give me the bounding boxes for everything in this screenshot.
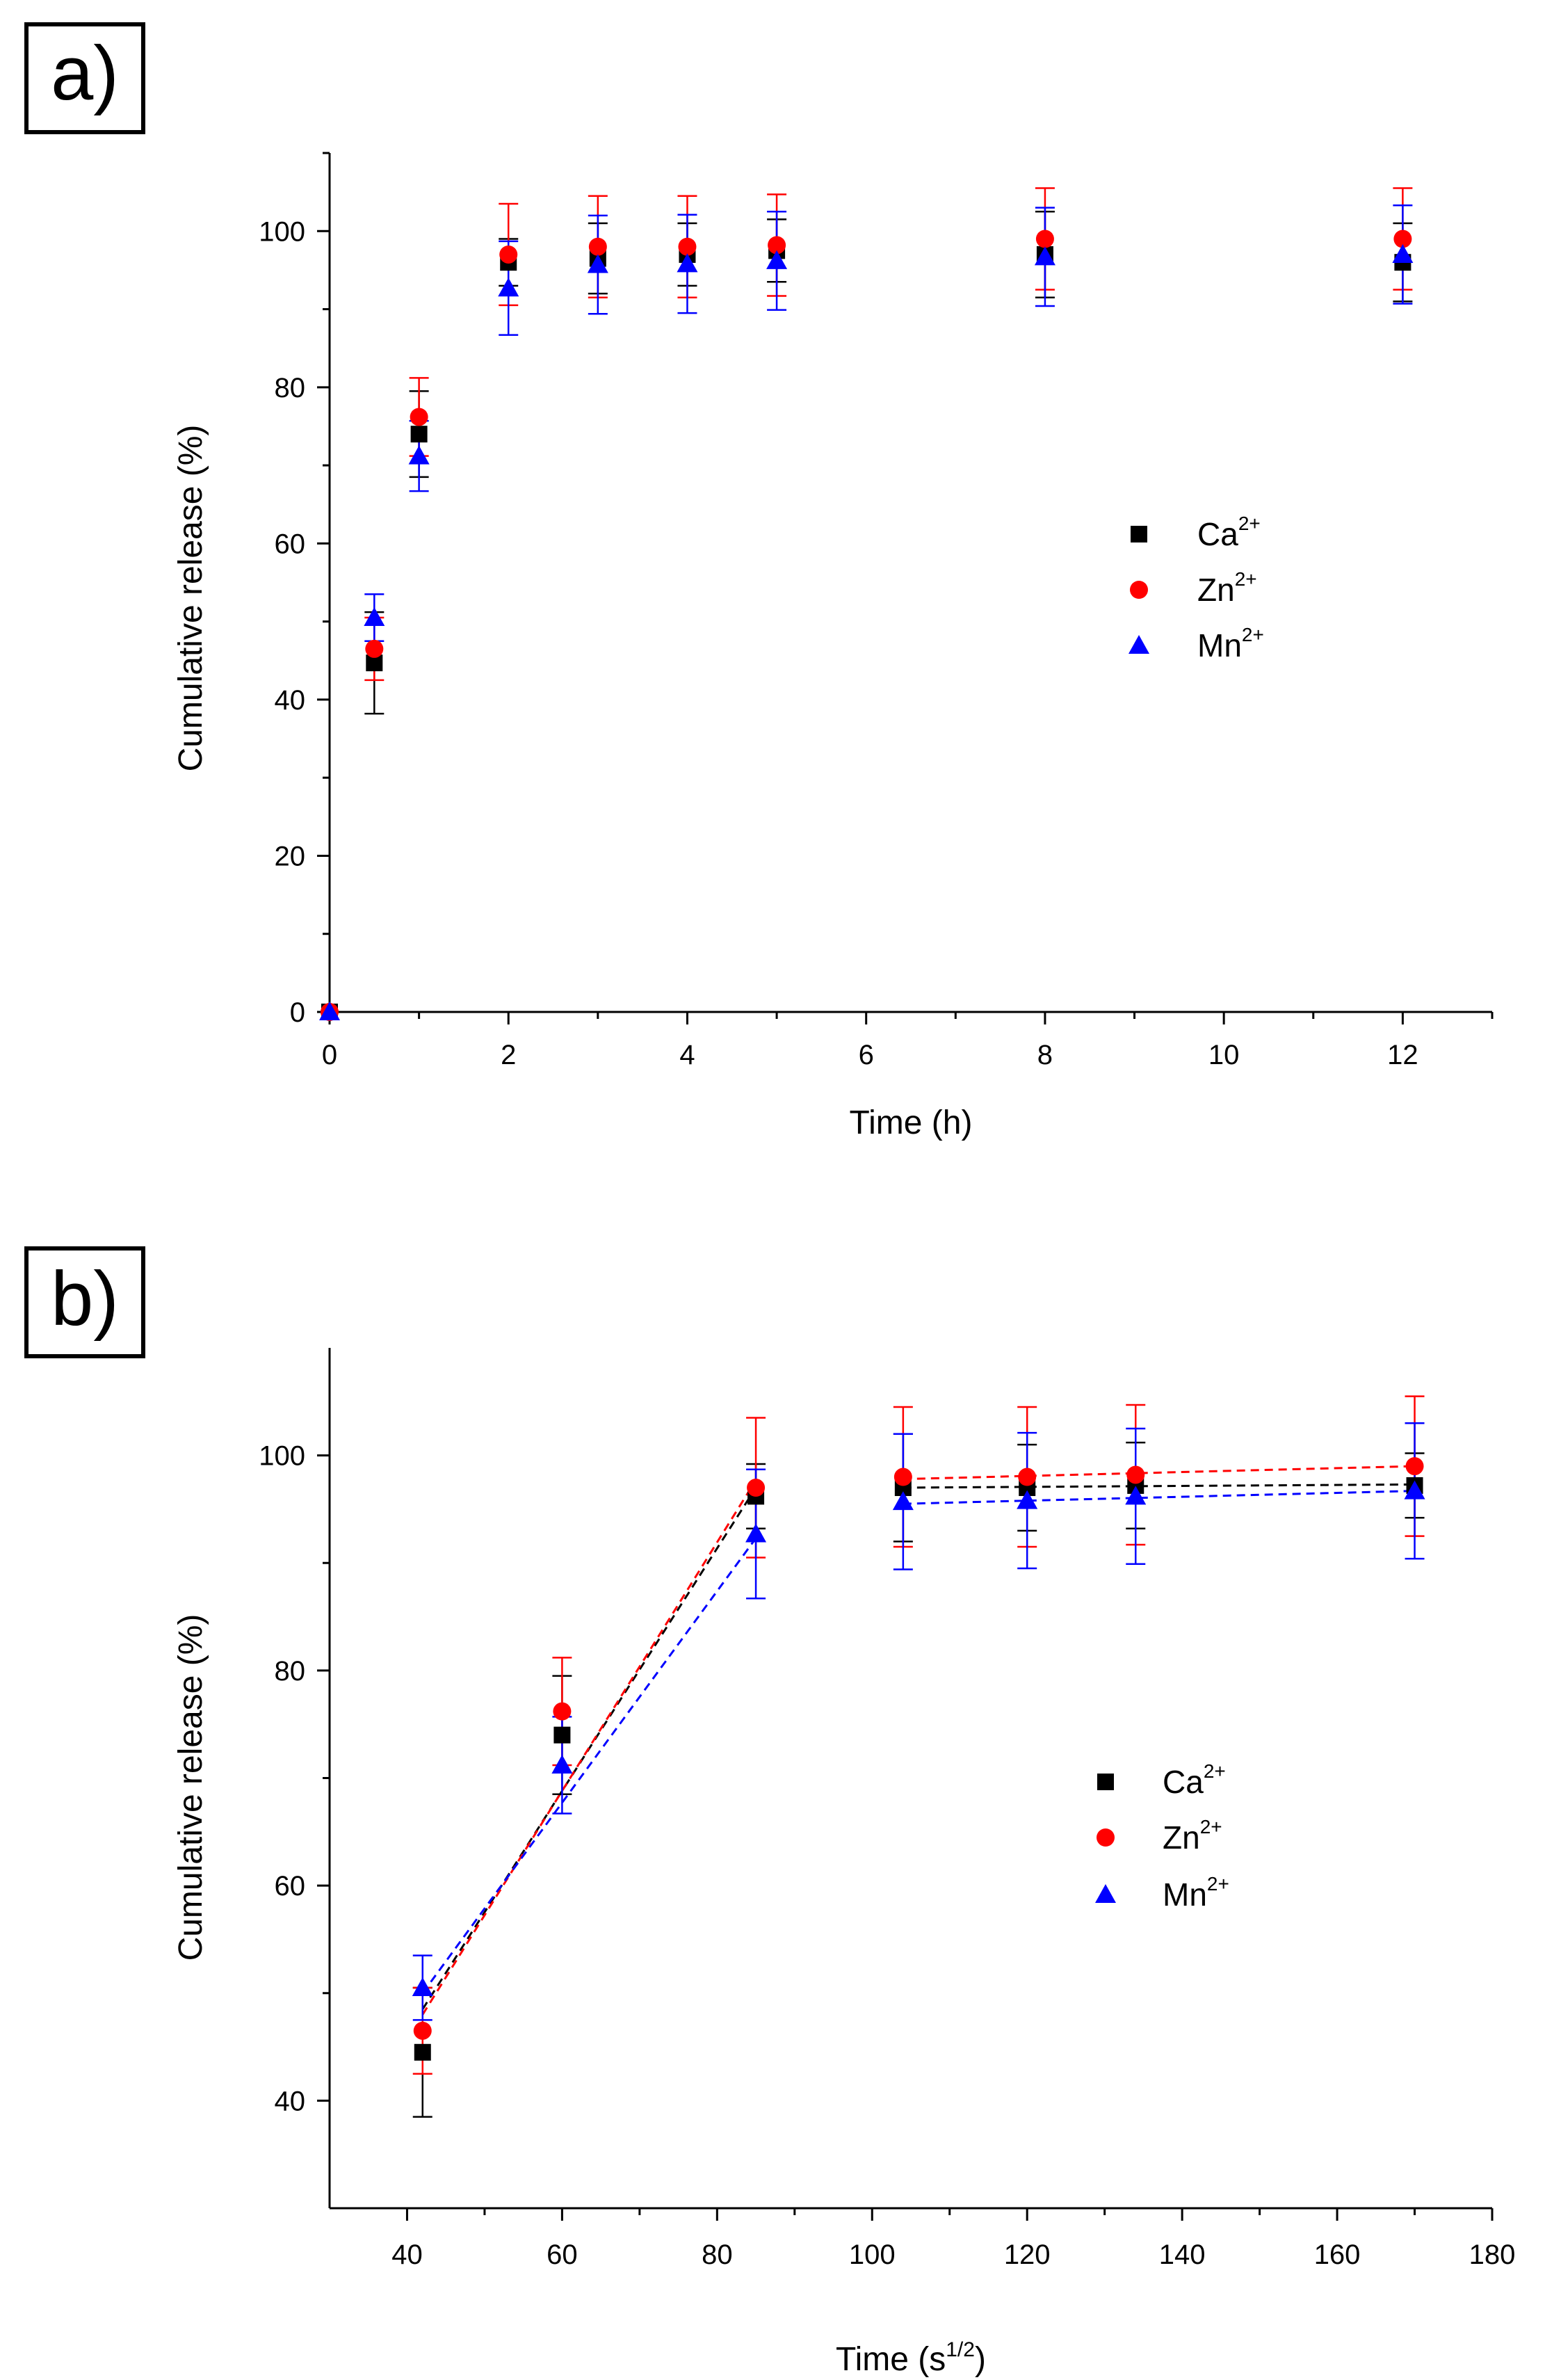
x-axis-title: Time (s1/2) [836, 2338, 986, 2378]
panel-b: b) 40 60 80 100 120 140 160 180 40 60 80 100 Time (s1… [24, 1246, 1516, 2378]
data-point-zn [410, 408, 428, 426]
legend-label-zn: Zn2+ [1163, 1816, 1222, 1856]
data-point-mn [1404, 1480, 1425, 1499]
data-point-ca [553, 1726, 571, 1744]
panel-label: a) [51, 31, 119, 116]
y-tick-label: 80 [275, 1656, 306, 1687]
y-tick-label: 80 [275, 373, 306, 403]
legend-marker-zn [1097, 1828, 1115, 1847]
data-point-zn [1035, 230, 1054, 248]
x-tick-label: 180 [1469, 2240, 1516, 2270]
data-point-zn [747, 1479, 766, 1497]
x-tick-label: 60 [547, 2240, 578, 2270]
fit-line-mn [903, 1490, 1415, 1505]
panel-a: a) 0 2 4 6 8 10 12 0 20 40 60 80 100 Time (h) Cumulativ… [24, 22, 1494, 1141]
y-tick-label: 0 [290, 997, 305, 1028]
fit-line-ca [903, 1483, 1415, 1489]
legend-label-zn: Zn2+ [1197, 568, 1257, 608]
data-point-mn [677, 253, 698, 273]
data-point-mn [892, 1491, 914, 1511]
legend-marker-ca [1097, 1774, 1114, 1790]
x-tick-label: 120 [1004, 2240, 1051, 2270]
data-point-mn [1034, 246, 1055, 266]
x-tick-label: 12 [1387, 1040, 1418, 1070]
data-point-mn [766, 250, 788, 269]
fit-line-zn [421, 1479, 757, 2016]
data-point-zn [499, 245, 518, 264]
data-point-mn [1392, 243, 1414, 263]
data-point-mn [412, 1977, 433, 1997]
data-point-zn [1393, 230, 1412, 248]
data-point-ca [414, 2043, 431, 2061]
legend-marker-zn [1130, 581, 1148, 599]
x-tick-label: 10 [1208, 1040, 1240, 1070]
data-point-mn [364, 607, 385, 627]
data-point-zn [1126, 1465, 1145, 1484]
y-tick-label: 20 [275, 841, 306, 871]
data-point-mn [551, 1754, 573, 1774]
x-tick-label: 8 [1037, 1040, 1053, 1070]
data-point-mn [587, 254, 608, 273]
x-tick-label: 140 [1159, 2240, 1206, 2270]
x-tick-label: 160 [1314, 2240, 1361, 2270]
fit-line-mn [421, 1537, 757, 1994]
data-point-zn [1405, 1457, 1424, 1476]
data-point-zn [768, 236, 786, 255]
x-tick-label: 6 [859, 1040, 874, 1070]
x-tick-label: 4 [679, 1040, 695, 1070]
data-point-zn [678, 237, 697, 256]
legend-label-ca: Ca2+ [1197, 513, 1261, 552]
legend-label-mn: Mn2+ [1163, 1873, 1229, 1913]
y-tick-label: 60 [275, 529, 306, 559]
fit-line-zn [903, 1465, 1415, 1481]
legend-label-ca: Ca2+ [1163, 1760, 1226, 1800]
data-point-mn [1017, 1490, 1038, 1509]
legend-marker-mn [1129, 635, 1149, 654]
x-axis-title: Time (h) [850, 1104, 973, 1141]
data-point-zn [553, 1702, 572, 1721]
panel-label-box [24, 1246, 145, 1358]
x-tick-label: 0 [322, 1040, 337, 1070]
panel-label-box [24, 22, 145, 134]
y-axis-title: Cumulative release (%) [172, 425, 209, 772]
data-point-mn [319, 1002, 340, 1020]
legend-marker-mn [1095, 1884, 1116, 1903]
x-tick-label: 40 [391, 2240, 423, 2270]
y-axis-title: Cumulative release (%) [172, 1614, 209, 1961]
y-tick-label: 100 [259, 216, 305, 247]
legend-label-mn: Mn2+ [1197, 624, 1264, 664]
data-point-zn [893, 1468, 912, 1486]
x-tick-label: 100 [849, 2240, 896, 2270]
y-tick-label: 60 [275, 1871, 306, 1901]
data-point-ca [410, 426, 428, 443]
data-point-zn [413, 2021, 432, 2040]
y-tick-label: 100 [259, 1441, 305, 1472]
data-point-mn [498, 278, 519, 297]
y-tick-label: 40 [275, 2086, 306, 2116]
data-point-zn [1018, 1468, 1037, 1486]
data-point-mn [745, 1523, 767, 1543]
panel-label: b) [51, 1256, 119, 1342]
legend-marker-ca [1131, 526, 1147, 542]
data-point-zn [588, 237, 607, 256]
data-point-zn [365, 639, 384, 658]
y-tick-label: 40 [275, 685, 306, 716]
data-point-mn [1125, 1486, 1147, 1505]
data-point-mn [408, 445, 430, 465]
x-tick-label: 2 [501, 1040, 516, 1070]
x-tick-label: 80 [702, 2240, 733, 2270]
